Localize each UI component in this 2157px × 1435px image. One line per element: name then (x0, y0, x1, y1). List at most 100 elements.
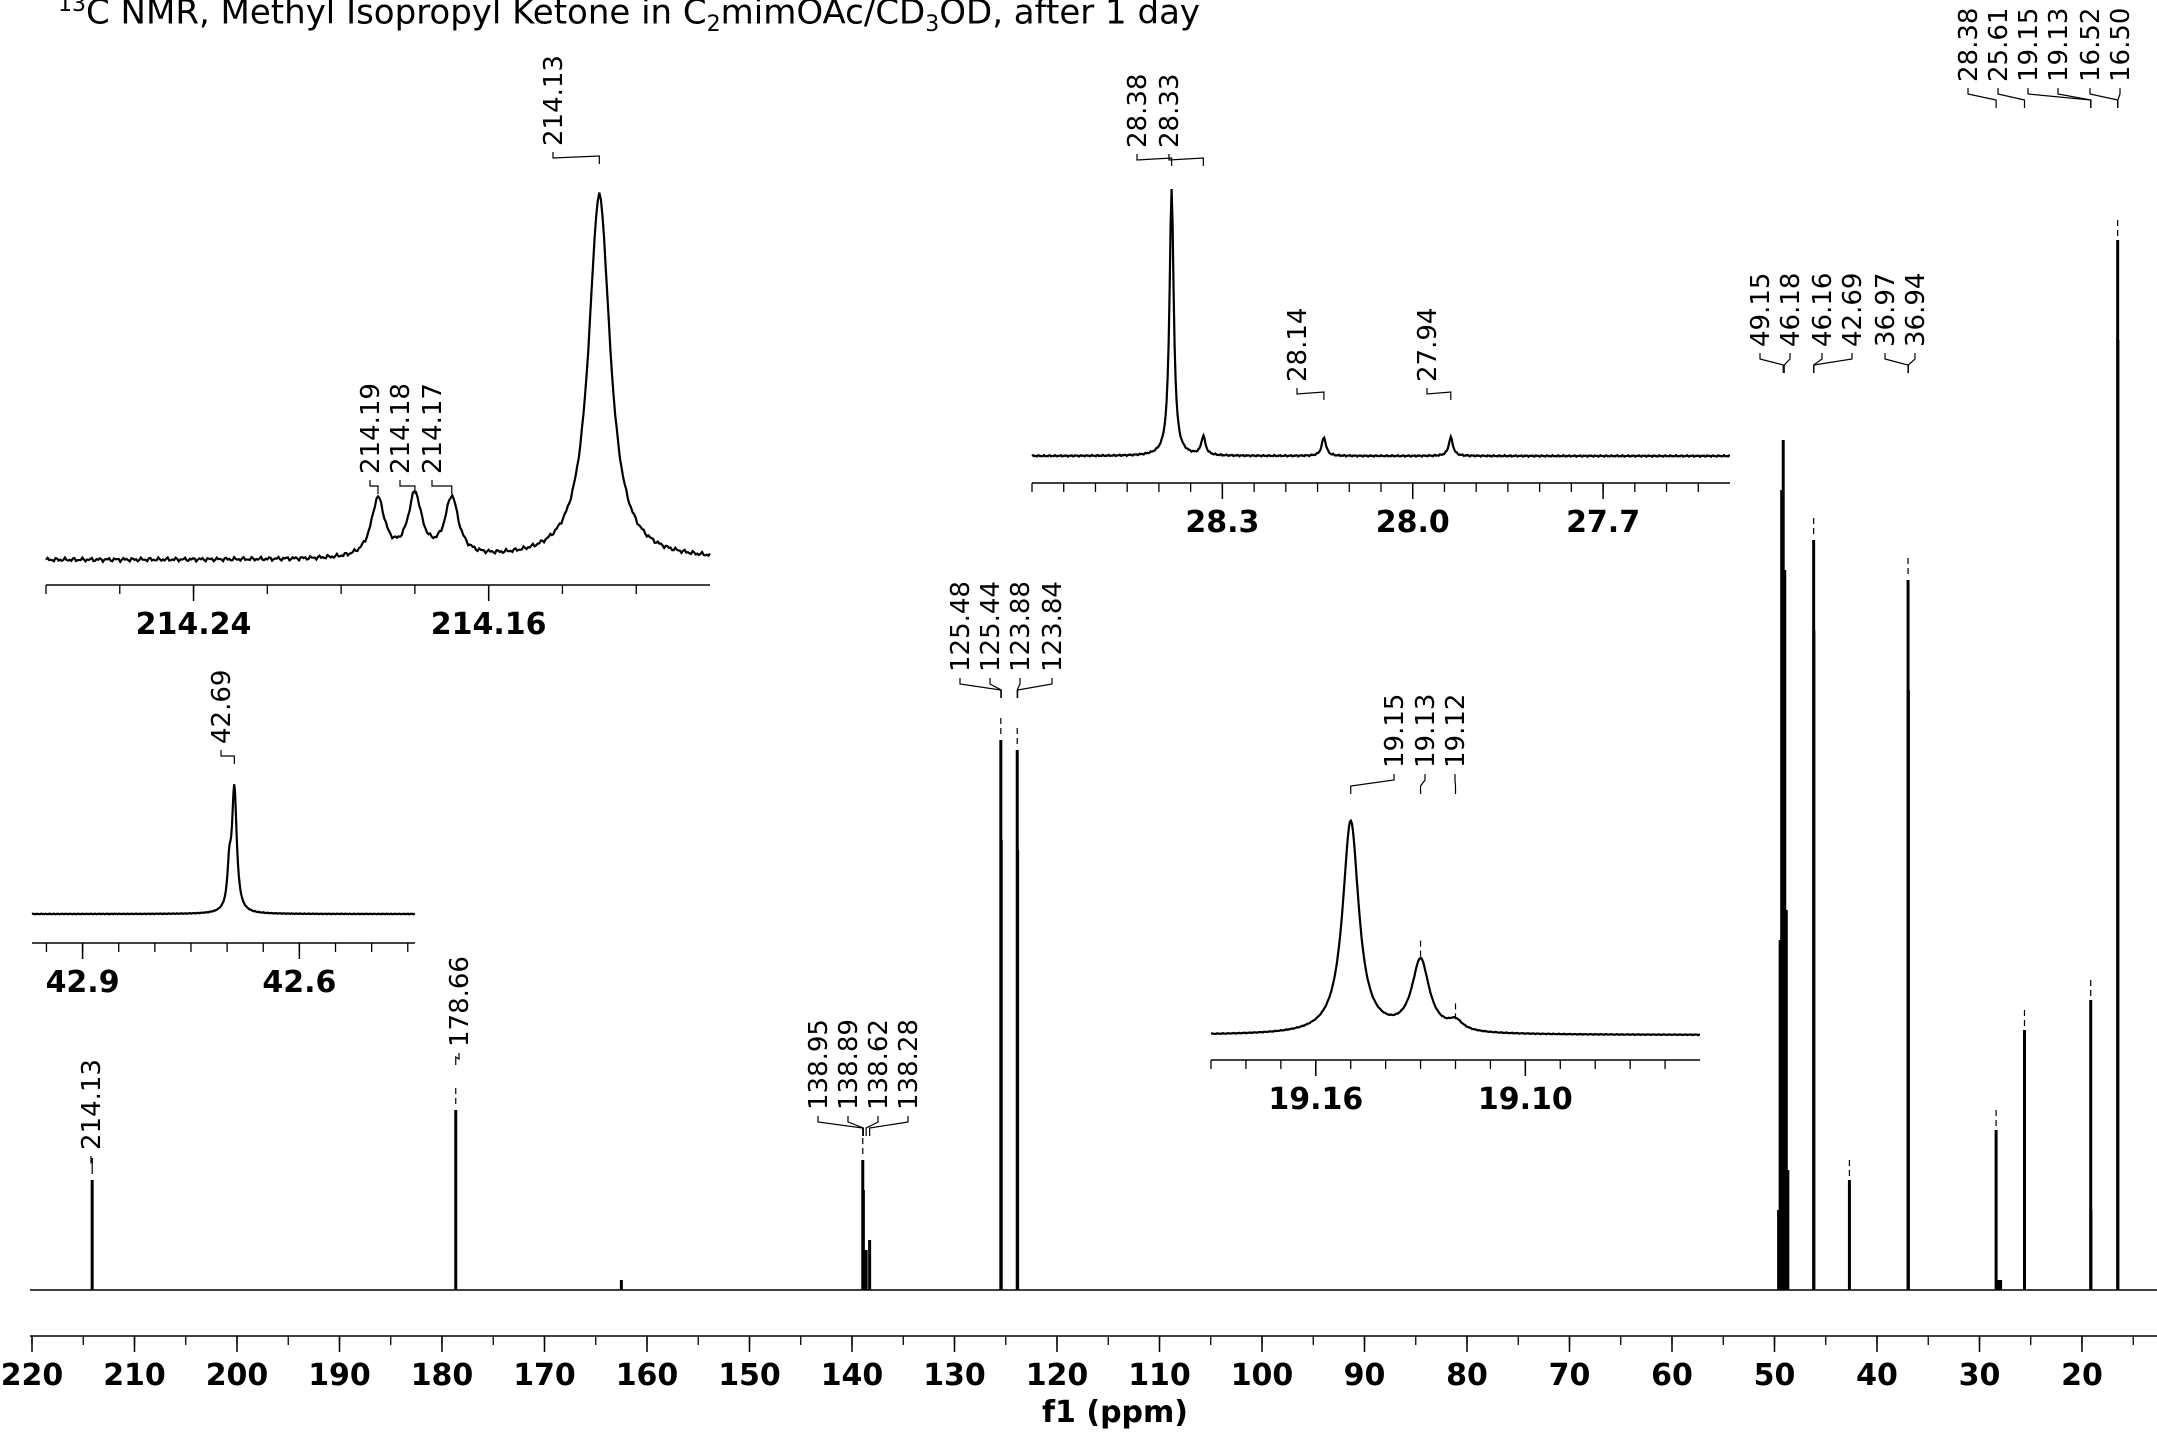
inset-214-peak-label: 214.19 (356, 383, 386, 474)
main-axis-tick-label: 210 (103, 1358, 166, 1393)
inset-19-axis-tick-label: 19.16 (1268, 1082, 1363, 1117)
title-text-1: C NMR, Methyl Isopropyl Ketone in C (86, 0, 707, 33)
c124-peak-label: 123.88 (1006, 581, 1036, 672)
main-axis-tick-label: 120 (1026, 1358, 1089, 1393)
main-axis-tick-label: 140 (821, 1358, 884, 1393)
c124-peak-label: 125.44 (976, 581, 1006, 672)
inset-28-a-peak-label: 28.33 (1155, 74, 1185, 148)
main-axis-tick-label: 80 (1446, 1358, 1488, 1393)
inset-214-main-leader (552, 152, 600, 164)
inset-214-leader (431, 480, 453, 494)
main-axis-tick-label: 200 (206, 1358, 269, 1393)
main-axis-tick-label: 40 (1856, 1358, 1898, 1393)
inset-28-ppm: 28.3 28.0 27.7 28.38 28.33 28.14 27.94 (1031, 74, 1731, 540)
c20-peak-label: 19.15 (2014, 8, 2044, 82)
x-axis-title: f1 (ppm) (1042, 1395, 1188, 1430)
c138-peak-label: 138.95 (804, 1019, 834, 1110)
inset-28-a-leader (1168, 154, 1204, 166)
main-axis-tick-label: 150 (718, 1358, 781, 1393)
c40-peak-label: 42.69 (1838, 273, 1868, 347)
c40-leader (1884, 353, 1909, 373)
main-axis-tick-label: 170 (513, 1358, 576, 1393)
c20-peak-label: 16.52 (2076, 8, 2106, 82)
c40-peak-label: 36.94 (1901, 273, 1931, 347)
inset-42-axis-tick-label: 42.6 (262, 965, 336, 1000)
c40-peak-label: 49.15 (1746, 273, 1776, 347)
c40-leader (1759, 353, 1784, 373)
main-axis-tick-label: 130 (923, 1358, 986, 1393)
main-axis-tick-label: 60 (1651, 1358, 1693, 1393)
c178-leader (455, 1053, 460, 1065)
c124-leader (959, 678, 1002, 698)
main-axis-tick-label: 100 (1231, 1358, 1294, 1393)
c40-leader (1813, 353, 1823, 373)
inset-214-peak-label: 214.17 (418, 383, 448, 474)
c20-peak-label: 25.61 (1984, 8, 2014, 82)
c124-peak-label: 125.48 (946, 581, 976, 672)
inset-214-leader (399, 480, 416, 494)
main-axis-tick-label: 110 (1128, 1358, 1191, 1393)
c178-peak-label: 178.66 (445, 956, 475, 1047)
title-subscript-2: 3 (925, 12, 940, 38)
inset-214-axis-tick-label: 214.16 (431, 607, 547, 642)
inset-42-axis-tick-label: 42.9 (46, 965, 120, 1000)
c20-leader (2089, 88, 2119, 108)
c40-leader (1907, 353, 1916, 373)
inset-214-axis-tick-label: 214.24 (136, 607, 252, 642)
inset-28-a-peak-label: 28.38 (1123, 74, 1153, 148)
c138-leader (865, 1116, 879, 1136)
inset-214-main-peak-label: 214.13 (539, 55, 569, 146)
c138-peak-label: 138.89 (834, 1019, 864, 1110)
inset-28-b-peak-label: 28.14 (1283, 308, 1313, 382)
c40-peak-label: 46.18 (1776, 273, 1806, 347)
inset-19-peak-label: 19.13 (1411, 694, 1441, 768)
c138-leader (869, 1116, 909, 1136)
title-subscript-1: 2 (706, 12, 721, 38)
inset-19-leader (1454, 774, 1457, 794)
main-axis-tick-label: 70 (1549, 1358, 1591, 1393)
main-axis-tick-label: 180 (411, 1358, 474, 1393)
inset-19-axis-tick-label: 19.10 (1478, 1082, 1573, 1117)
c20-peak-label: 16.50 (2106, 8, 2136, 82)
c20-leader (2057, 88, 2092, 108)
main-axis-tick-label: 160 (616, 1358, 679, 1393)
inset-19-trace (1210, 818, 1701, 1037)
inset-214-peak-label: 214.18 (386, 383, 416, 474)
inset-19-peak-label: 19.15 (1380, 694, 1410, 768)
title-text-3: OD, after 1 day (939, 0, 1201, 33)
c138-leader (847, 1116, 864, 1136)
inset-42-ppm: 42.9 42.6 42.69 (31, 670, 416, 1000)
title-text-2: mimOAc/CD (720, 0, 926, 33)
main-axis-tick-label: 90 (1344, 1358, 1386, 1393)
c124-leader (989, 678, 1002, 698)
inset-214-trace (45, 192, 711, 564)
c40-peak-label: 36.97 (1871, 273, 1901, 347)
c138-peak-label: 138.28 (894, 1019, 924, 1110)
main-axis-tick-label: 190 (308, 1358, 371, 1393)
inset-28-trace (1031, 189, 1731, 459)
inset-19-leader (1419, 774, 1426, 794)
c40-leader (1813, 353, 1853, 373)
inset-19-ppm: 19.16 19.10 19.15 19.13 19.12 (1210, 694, 1701, 1117)
c138-peak-label: 138.62 (864, 1019, 894, 1110)
inset-42-peak-label: 42.69 (207, 670, 237, 744)
c20-peak-label: 28.38 (1954, 8, 1984, 82)
c214-peak-label: 214.13 (77, 1059, 107, 1150)
inset-28-axis-tick-label: 28.3 (1185, 505, 1259, 540)
inset-28-b-leader (1296, 388, 1325, 400)
c124-peak-label: 123.84 (1038, 581, 1068, 672)
c40-peak-label: 46.16 (1808, 273, 1838, 347)
c40-leader (1783, 353, 1791, 373)
inset-19-leader (1350, 774, 1395, 794)
inset-28-axis-tick-label: 28.0 (1376, 505, 1450, 540)
main-spectrum: 220 210 200 190 180 170 160 150 140 130 120 110 100 9… (1, 8, 2157, 1393)
main-axis-tick-label: 220 (1, 1358, 64, 1393)
inset-28-c-peak-label: 27.94 (1413, 308, 1443, 382)
title-superscript: 13 (58, 0, 86, 17)
main-axis-tick-label: 50 (1754, 1358, 1796, 1393)
inset-42-trace (31, 784, 416, 916)
main-axis-tick-label: 30 (1959, 1358, 2001, 1393)
inset-28-axis-tick-label: 27.7 (1566, 505, 1640, 540)
